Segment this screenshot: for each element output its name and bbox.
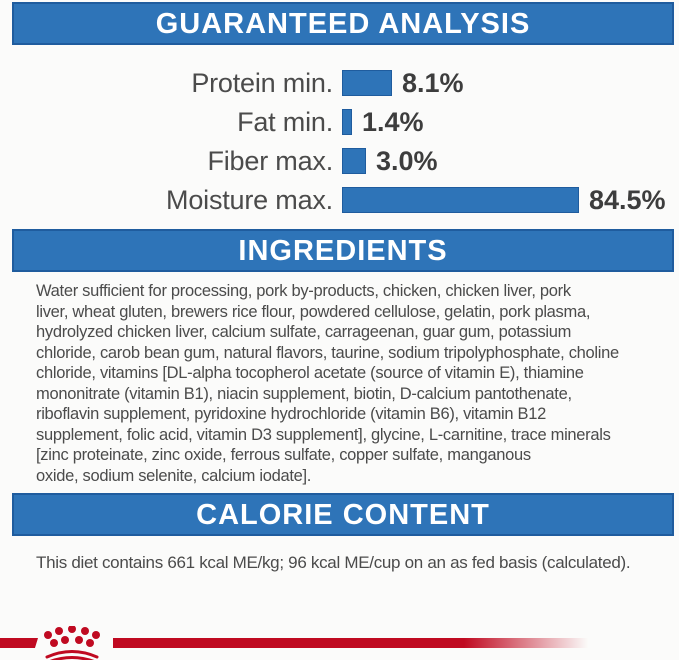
royal-canin-crown-icon — [44, 626, 100, 660]
brand-footer — [0, 625, 679, 660]
guaranteed-analysis-chart: Protein min. 8.1% Fat min. 1.4% Fiber ma… — [0, 69, 679, 214]
analysis-value: 1.4% — [362, 106, 424, 137]
analysis-label: Moisture max. — [166, 184, 333, 215]
analysis-bar — [342, 70, 392, 96]
analysis-label: Fat min. — [237, 106, 333, 137]
analysis-value: 8.1% — [402, 67, 464, 98]
ingredients-text: Water sufficient for processing, pork by… — [36, 282, 619, 485]
calorie-content-title: CALORIE CONTENT — [196, 498, 490, 531]
analysis-value: 3.0% — [376, 145, 438, 176]
ingredients-header: INGREDIENTS — [12, 229, 674, 272]
analysis-value: 84.5% — [589, 184, 666, 215]
analysis-row-fiber: Fiber max. 3.0% — [0, 147, 679, 175]
analysis-row-fat: Fat min. 1.4% — [0, 108, 679, 136]
guaranteed-analysis-title: GUARANTEED ANALYSIS — [155, 7, 531, 40]
analysis-label: Fiber max. — [207, 145, 333, 176]
analysis-bar — [342, 187, 579, 213]
analysis-row-protein: Protein min. 8.1% — [0, 69, 679, 97]
calorie-content-text: This diet contains 661 kcal ME/kg; 96 kc… — [36, 553, 631, 572]
analysis-label: Protein min. — [191, 67, 333, 98]
ingredients-title: INGREDIENTS — [238, 234, 448, 267]
red-stripe-left — [0, 638, 38, 648]
calorie-content-header: CALORIE CONTENT — [12, 493, 674, 536]
analysis-bar — [342, 109, 352, 135]
analysis-bar — [342, 148, 366, 174]
red-stripe-right — [113, 638, 679, 648]
guaranteed-analysis-header: GUARANTEED ANALYSIS — [12, 2, 674, 45]
analysis-row-moisture: Moisture max. 84.5% — [0, 186, 679, 214]
